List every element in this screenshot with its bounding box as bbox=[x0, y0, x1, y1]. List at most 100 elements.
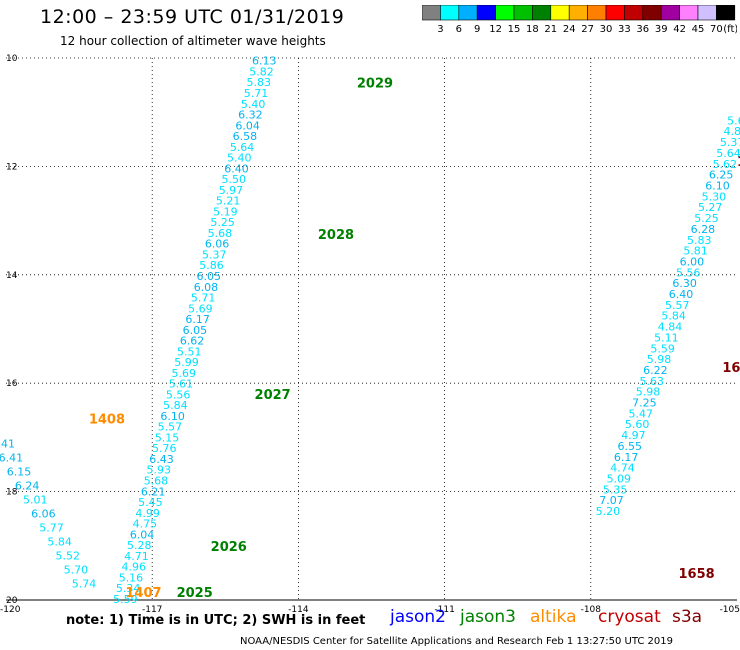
wave-height-value: 6.06 bbox=[31, 507, 56, 520]
colorbar-label: 18 bbox=[526, 24, 539, 35]
axis-ticks: -120 -117 -114 -111 -108 -105 10 12 14 16 18 20 bbox=[0, 54, 740, 615]
wave-height-value: 7.07 bbox=[599, 494, 624, 507]
wave-height-value: 5.50 bbox=[221, 173, 246, 186]
colorbar-label: 15 bbox=[508, 24, 521, 35]
wave-height-value: 5.57 bbox=[665, 299, 690, 312]
wave-height-value: 5.81 bbox=[683, 245, 708, 258]
colorbar-label: 39 bbox=[655, 24, 668, 35]
wave-height-value: 5.57 bbox=[158, 421, 183, 434]
colorbar-label: 30 bbox=[600, 24, 613, 35]
wave-height-value: 5.51 bbox=[177, 345, 202, 358]
wave-height-value: 5.98 bbox=[647, 353, 672, 366]
wave-height-value: 5.68 bbox=[208, 227, 233, 240]
wave-height-value: 6.40 bbox=[669, 288, 694, 301]
colorbar-label: 45 bbox=[692, 24, 705, 35]
legend-jason2: jason2 bbox=[390, 607, 446, 627]
wave-height-value: 5.25 bbox=[210, 216, 235, 229]
wave-height-value: 6.10 bbox=[160, 410, 185, 423]
wave-height-value: 5.27 bbox=[698, 201, 723, 214]
x-tick-label: -120 bbox=[0, 605, 21, 615]
wave-height-value: 5.52 bbox=[55, 549, 80, 562]
data-points: 6.135.825.835.715.406.326.046.585.645.40… bbox=[0, 55, 740, 606]
wave-height-value: 5.77 bbox=[39, 521, 64, 534]
wave-height-value: 5.70 bbox=[64, 563, 89, 576]
wave-height-value: 5.99 bbox=[174, 356, 199, 369]
wave-height-value: 4.71 bbox=[124, 550, 149, 563]
wave-height-value: 5.64 bbox=[716, 147, 740, 160]
colorbar-label: 3 bbox=[437, 24, 443, 35]
wave-height-value: 5.68 bbox=[727, 114, 740, 127]
y-tick-label: 10 bbox=[6, 54, 18, 64]
wave-height-value: 5.56 bbox=[676, 266, 701, 279]
time-label: 1 bbox=[737, 155, 740, 170]
wave-height-value: 6.32 bbox=[238, 109, 263, 122]
legend-cryosat: cryosat bbox=[598, 607, 661, 627]
time-label: 2027 bbox=[255, 388, 291, 403]
wave-height-value: 6.06 bbox=[205, 238, 230, 251]
wave-height-value: 5.40 bbox=[227, 152, 252, 165]
colorbar-label: (ft) bbox=[723, 24, 737, 35]
wave-height-value: 5.15 bbox=[155, 431, 180, 444]
wave-height-value: 5.09 bbox=[607, 472, 632, 485]
wave-height-value: 5.84 bbox=[163, 399, 188, 412]
wave-height-value: 5.71 bbox=[191, 292, 216, 305]
wave-height-value: 5.40 bbox=[241, 98, 266, 111]
wave-height-value: 6.17 bbox=[185, 313, 210, 326]
wave-height-value: 4.75 bbox=[133, 518, 158, 531]
time-label: 1657 bbox=[722, 361, 740, 376]
x-tick-label: -111 bbox=[434, 605, 454, 615]
wave-height-value: 5.59 bbox=[650, 342, 675, 355]
wave-height-value: 5.11 bbox=[654, 331, 679, 344]
wave-height-value: 4.74 bbox=[610, 462, 635, 475]
wave-height-value: 5.97 bbox=[219, 184, 244, 197]
wave-height-value: 7.25 bbox=[632, 397, 657, 410]
time-label: 1408 bbox=[89, 412, 125, 427]
y-tick-label: 12 bbox=[6, 162, 17, 172]
legend-s3a: s3a bbox=[672, 607, 703, 627]
wave-height-value: 5.68 bbox=[144, 475, 169, 488]
wave-height-value: 5.60 bbox=[625, 418, 650, 431]
wave-height-value: 5.86 bbox=[199, 259, 224, 272]
colorbar-label: 9 bbox=[474, 24, 480, 35]
wave-height-value: 6.28 bbox=[691, 223, 716, 236]
wave-height-value: 6.43 bbox=[149, 453, 174, 466]
wave-height-value: 5.34 bbox=[116, 582, 141, 595]
colorbar-label: 6 bbox=[456, 24, 462, 35]
wave-height-value: 5.37 bbox=[720, 136, 740, 149]
wave-height-value: 6.05 bbox=[183, 324, 208, 337]
x-tick-label: -114 bbox=[288, 605, 309, 615]
wave-height-value: 4.96 bbox=[121, 561, 146, 574]
wave-height-value: 4.97 bbox=[621, 429, 646, 442]
map-grid bbox=[6, 57, 737, 601]
wave-height-value: 5.82 bbox=[249, 65, 274, 78]
wave-height-value: 6.10 bbox=[705, 180, 730, 193]
wave-height-value: 5.20 bbox=[596, 505, 621, 518]
wave-height-value: 6.21 bbox=[141, 485, 166, 498]
colorbar-label: 24 bbox=[563, 24, 576, 35]
legend-altika: altika bbox=[530, 607, 577, 627]
credit-line: NOAA/NESDIS Center for Satellite Applica… bbox=[240, 636, 673, 647]
wave-height-value: 6.41 bbox=[0, 438, 15, 451]
note-text: note: 1) Time is in UTC; 2) SWH is in fe… bbox=[66, 613, 366, 628]
wave-height-value: 5.21 bbox=[216, 195, 241, 208]
wave-height-value: 6.62 bbox=[180, 335, 205, 348]
wave-height-value: 5.62 bbox=[713, 158, 738, 171]
time-label: 2025 bbox=[177, 586, 213, 601]
time-label: 2028 bbox=[318, 228, 354, 243]
y-tick-label: 16 bbox=[6, 379, 18, 389]
wave-height-value: 6.24 bbox=[15, 480, 40, 493]
wave-height-value: 6.04 bbox=[130, 528, 155, 541]
wave-height-value: 6.13 bbox=[252, 55, 277, 68]
colorbar-label: 70 bbox=[710, 24, 723, 35]
legend-jason3: jason3 bbox=[460, 607, 516, 627]
wave-height-value: 5.69 bbox=[171, 367, 196, 380]
wave-height-value: 5.30 bbox=[702, 190, 727, 203]
wave-height-value: 5.37 bbox=[202, 248, 227, 261]
y-tick-label: 14 bbox=[6, 271, 18, 281]
wave-height-value: 6.05 bbox=[196, 270, 221, 283]
wave-height-value: 5.28 bbox=[127, 539, 152, 552]
wave-height-value: 5.71 bbox=[244, 87, 269, 100]
wave-height-value: 5.61 bbox=[169, 378, 194, 391]
time-labels: 2029 2028 2027 2026 2025 1657 1658 1 1408 1407 bbox=[89, 76, 740, 600]
